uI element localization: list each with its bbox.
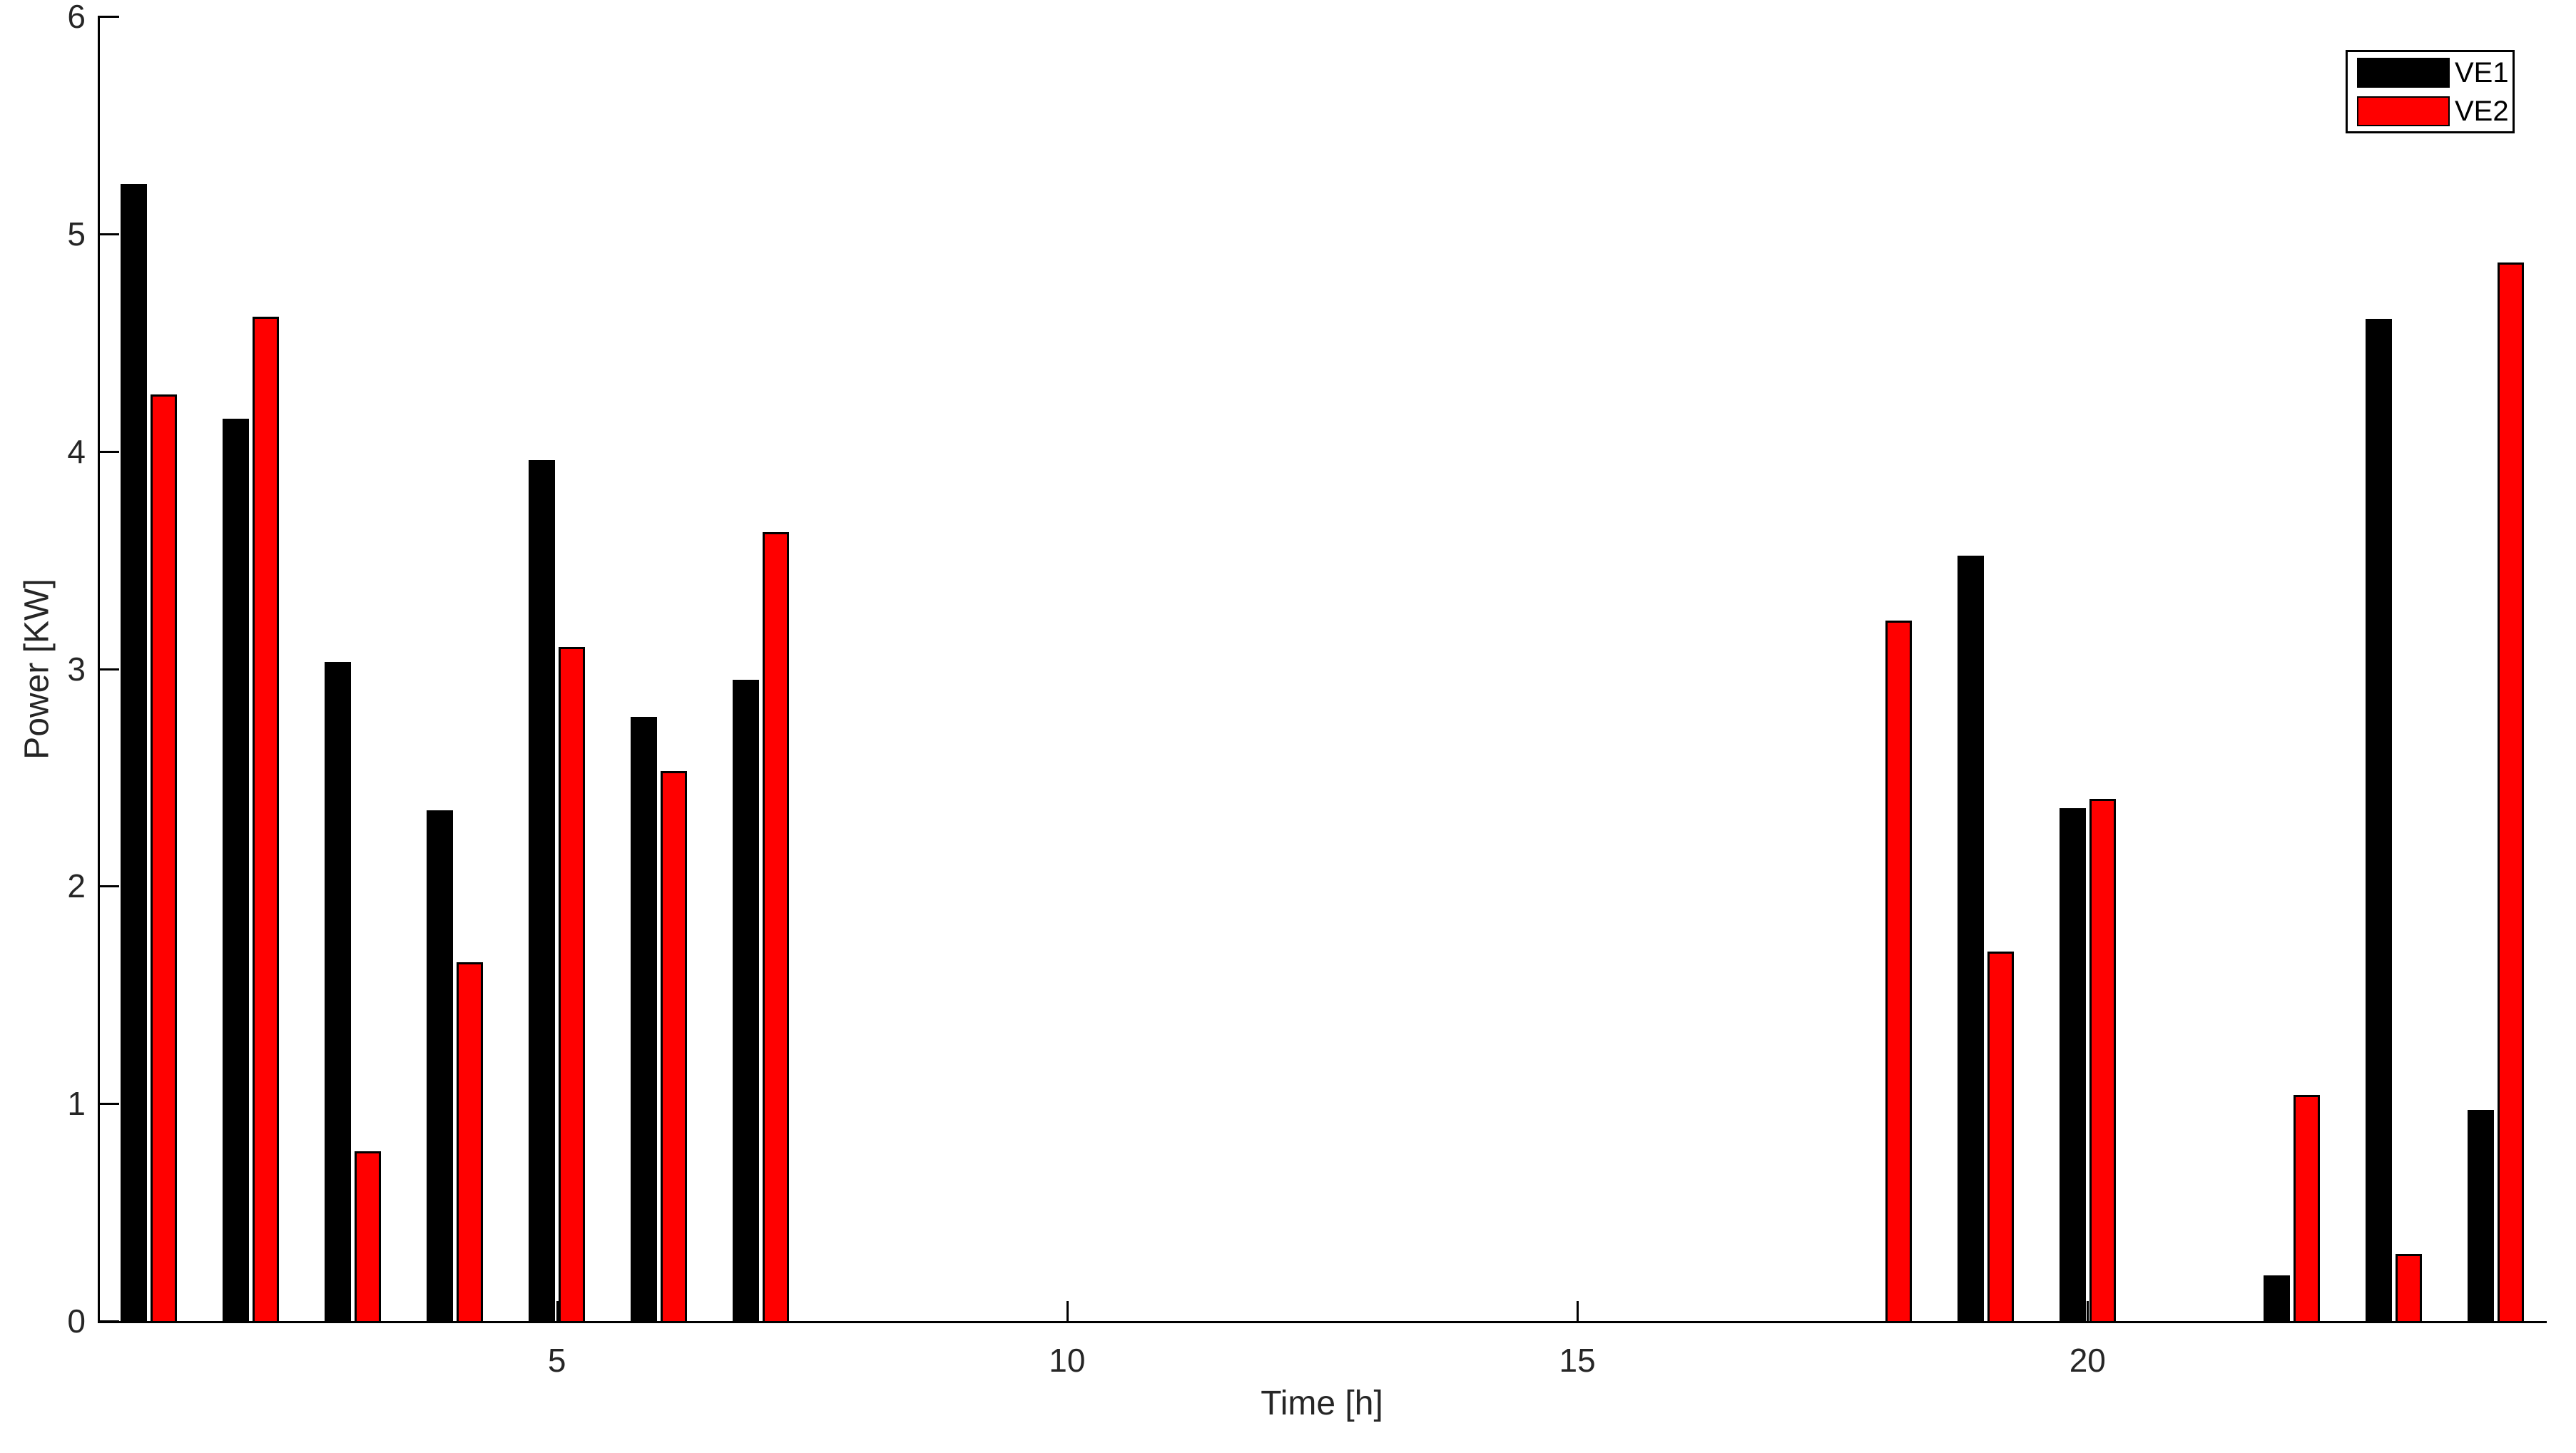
y-axis-line bbox=[98, 16, 100, 1323]
x-tick-label: 20 bbox=[2069, 1342, 2106, 1379]
x-tick-label: 15 bbox=[1559, 1342, 1596, 1379]
bar-ve2-hour-6 bbox=[661, 770, 688, 1323]
legend-swatch-ve1 bbox=[2357, 58, 2450, 88]
bar-ve2-hour-19 bbox=[1987, 951, 2014, 1323]
bar-ve1-hour-2 bbox=[222, 418, 250, 1323]
legend-swatch-ve2 bbox=[2357, 96, 2450, 126]
bar-ve1-hour-3 bbox=[324, 662, 352, 1323]
bar-ve1-hour-22 bbox=[2263, 1275, 2290, 1323]
y-tick-label: 2 bbox=[67, 867, 86, 905]
y-tick-label: 5 bbox=[67, 215, 86, 253]
bar-ve2-hour-20 bbox=[2089, 799, 2116, 1323]
bar-ve2-hour-3 bbox=[355, 1151, 382, 1323]
y-tick-label: 6 bbox=[67, 0, 86, 35]
y-tick bbox=[98, 16, 119, 18]
bar-ve1-hour-24 bbox=[2467, 1110, 2494, 1323]
legend-label-ve1: VE1 bbox=[2455, 57, 2509, 88]
bar-ve2-hour-7 bbox=[763, 531, 790, 1323]
x-tick-label: 5 bbox=[547, 1342, 566, 1379]
bar-ve2-hour-24 bbox=[2498, 262, 2525, 1323]
y-axis-title: Power [KW] bbox=[18, 578, 56, 760]
y-tick-label: 1 bbox=[67, 1085, 86, 1123]
bar-ve1-hour-4 bbox=[427, 810, 454, 1323]
y-tick-label: 3 bbox=[67, 650, 86, 688]
legend: VE1 VE2 bbox=[2346, 50, 2515, 133]
bar-ve2-hour-4 bbox=[457, 962, 484, 1323]
y-tick bbox=[98, 885, 119, 888]
x-axis-line bbox=[98, 1321, 2547, 1323]
bar-ve1-hour-5 bbox=[529, 459, 556, 1323]
x-axis-title: Time [h] bbox=[1261, 1385, 1383, 1422]
y-tick bbox=[98, 450, 119, 453]
bar-ve2-hour-23 bbox=[2395, 1253, 2423, 1323]
bar-ve2-hour-5 bbox=[559, 647, 586, 1323]
bar-ve1-hour-7 bbox=[733, 679, 760, 1323]
y-tick-label: 0 bbox=[67, 1302, 86, 1340]
y-tick bbox=[98, 233, 119, 235]
x-tick-label: 10 bbox=[1049, 1342, 1086, 1379]
legend-item-ve2: VE2 bbox=[2348, 95, 2513, 127]
bar-ve2-hour-22 bbox=[2293, 1095, 2321, 1323]
x-tick bbox=[1066, 1301, 1069, 1321]
bar-ve2-hour-18 bbox=[1885, 621, 1912, 1323]
bar-ve1-hour-6 bbox=[631, 716, 658, 1323]
y-tick-label: 4 bbox=[67, 432, 86, 470]
bar-ve2-hour-1 bbox=[151, 394, 178, 1323]
bar-ve2-hour-2 bbox=[253, 316, 280, 1323]
x-tick bbox=[1577, 1301, 1579, 1321]
x-tick bbox=[556, 1301, 559, 1321]
x-tick bbox=[2087, 1301, 2089, 1321]
legend-label-ve2: VE2 bbox=[2455, 96, 2509, 127]
bar-ve1-hour-19 bbox=[1957, 556, 1984, 1323]
legend-item-ve1: VE1 bbox=[2348, 56, 2513, 88]
bar-ve1-hour-20 bbox=[2059, 807, 2086, 1323]
bar-ve1-hour-23 bbox=[2365, 318, 2392, 1323]
y-tick bbox=[98, 1103, 119, 1106]
y-tick bbox=[98, 668, 119, 671]
bar-ve1-hour-1 bbox=[120, 183, 147, 1323]
